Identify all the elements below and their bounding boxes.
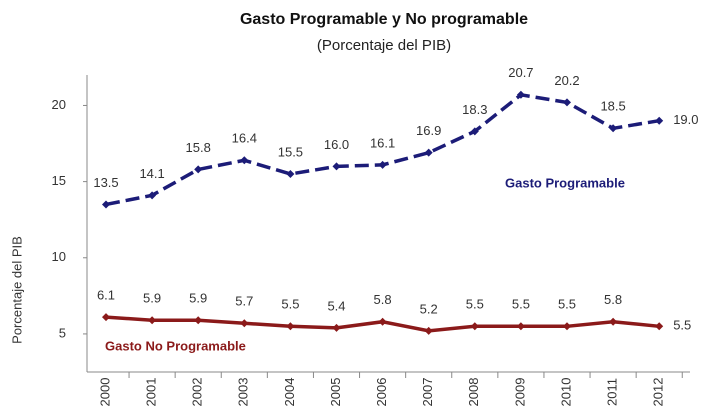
data-label: 15.8 [186, 140, 211, 155]
data-label: 5.8 [374, 292, 392, 307]
marker [240, 156, 249, 165]
marker [194, 165, 203, 174]
data-label: 5.9 [189, 291, 207, 306]
marker [102, 313, 110, 322]
data-label: 5.8 [604, 292, 622, 307]
marker [563, 322, 571, 331]
data-label: 5.5 [466, 297, 484, 312]
x-tick-label: 2003 [236, 378, 251, 407]
x-tick-label: 2006 [374, 378, 389, 407]
x-tick-label: 2004 [282, 378, 297, 407]
marker [378, 317, 387, 326]
marker [240, 319, 249, 328]
data-label: 16.0 [324, 137, 349, 152]
x-tick-label: 2012 [651, 378, 666, 407]
y-tick-label: 10 [52, 249, 66, 264]
marker [655, 116, 664, 125]
data-label: 18.5 [600, 99, 625, 114]
marker [286, 170, 295, 178]
marker [563, 98, 571, 107]
series-name: Gasto No Programable [105, 338, 246, 353]
data-label: 5.2 [420, 301, 438, 316]
x-tick-label: 2010 [558, 378, 573, 407]
marker [424, 148, 433, 157]
y-axis-label: Porcentaje del PIB [9, 236, 24, 344]
marker [424, 326, 433, 335]
chart-title: Gasto Programable y No programable [240, 11, 528, 28]
x-tick-label: 2007 [420, 378, 435, 407]
data-label: 5.9 [143, 291, 161, 306]
data-label: 5.7 [235, 294, 253, 309]
data-label: 5.4 [327, 298, 345, 313]
x-tick-label: 2002 [190, 378, 205, 407]
marker [102, 200, 110, 209]
data-label: 6.1 [97, 288, 115, 303]
data-label: 15.5 [278, 144, 303, 159]
marker [516, 90, 525, 99]
x-tick-label: 2008 [466, 378, 481, 407]
data-label: 5.5 [512, 297, 530, 312]
marker [470, 127, 479, 136]
marker [148, 191, 157, 200]
marker [655, 322, 664, 331]
marker [332, 162, 341, 171]
x-tick-label: 2009 [512, 378, 527, 407]
marker [516, 322, 525, 331]
x-tick-label: 2005 [328, 378, 343, 407]
data-label: 13.5 [93, 175, 118, 190]
data-label: 20.2 [554, 73, 579, 88]
marker [332, 323, 341, 332]
data-label: 19.0 [673, 112, 698, 127]
x-tick-label: 2011 [605, 378, 620, 406]
data-label: 16.9 [416, 123, 441, 138]
chart-subtitle: (Porcentaje del PIB) [317, 37, 451, 54]
data-label: 16.4 [232, 131, 257, 146]
data-label: 5.5 [281, 297, 299, 312]
data-label: 16.1 [370, 135, 395, 150]
y-tick-label: 5 [59, 325, 66, 340]
marker [609, 317, 618, 326]
x-tick-label: 2001 [144, 378, 159, 407]
data-label: 5.5 [673, 318, 691, 333]
marker [286, 322, 295, 331]
marker [609, 124, 618, 133]
marker [470, 322, 479, 331]
y-tick-label: 20 [52, 97, 66, 112]
data-label: 5.5 [558, 297, 576, 312]
data-label: 18.3 [462, 102, 487, 117]
data-label: 20.7 [508, 65, 533, 80]
y-tick-label: 15 [52, 173, 66, 188]
marker [378, 160, 387, 169]
x-tick-label: 2000 [97, 378, 112, 407]
series-name: Gasto Programable [505, 175, 625, 190]
marker [194, 316, 203, 325]
data-label: 14.1 [139, 166, 164, 181]
marker [148, 316, 157, 325]
